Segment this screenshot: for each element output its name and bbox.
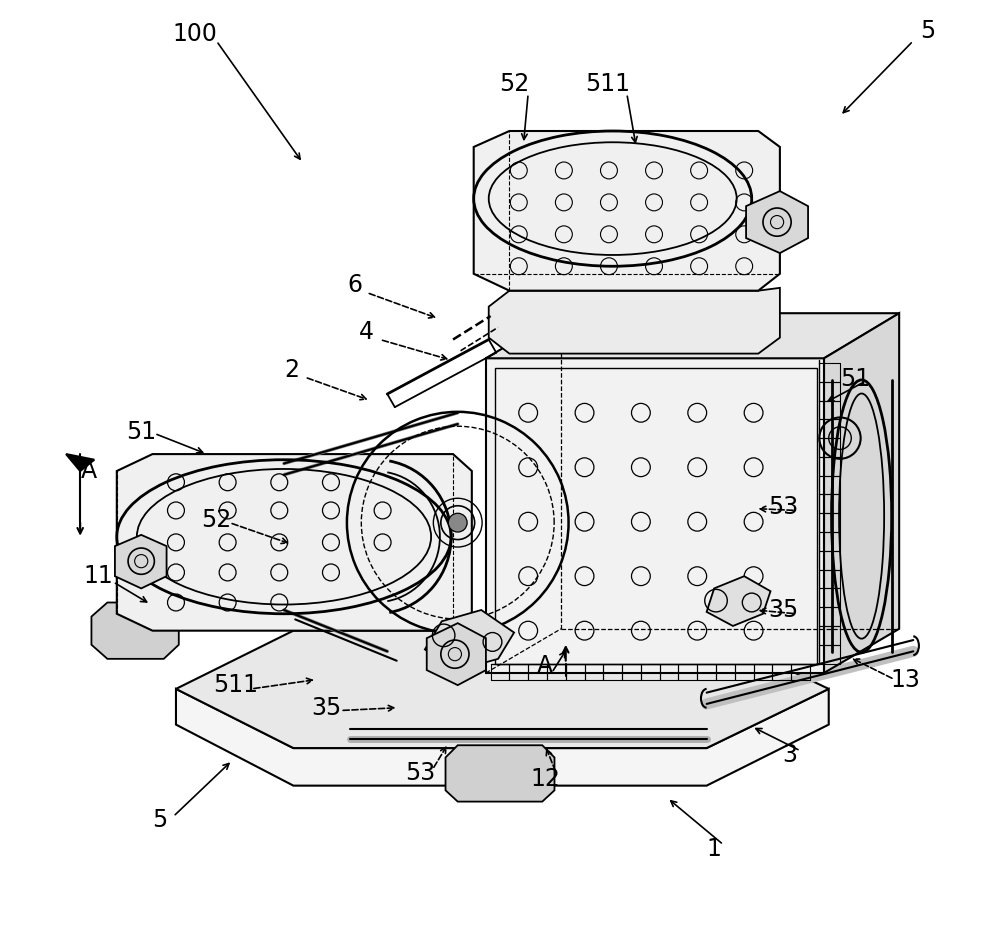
Polygon shape: [115, 535, 167, 589]
Polygon shape: [446, 745, 554, 802]
Polygon shape: [474, 131, 780, 291]
Polygon shape: [66, 454, 94, 471]
Polygon shape: [425, 610, 514, 670]
Text: 53: 53: [769, 495, 799, 519]
Text: 2: 2: [284, 358, 299, 382]
Text: 35: 35: [769, 598, 799, 622]
Text: 511: 511: [213, 674, 258, 697]
Text: A: A: [537, 655, 553, 678]
Polygon shape: [117, 454, 472, 630]
Text: 35: 35: [311, 696, 341, 720]
Text: 3: 3: [782, 742, 797, 767]
Text: 13: 13: [891, 668, 921, 691]
Polygon shape: [486, 358, 824, 673]
Circle shape: [448, 513, 467, 532]
Polygon shape: [824, 313, 899, 673]
Text: 51: 51: [126, 419, 156, 444]
Polygon shape: [91, 603, 179, 658]
Polygon shape: [176, 630, 829, 748]
Text: 53: 53: [405, 761, 435, 786]
Text: 511: 511: [586, 72, 631, 96]
Text: 5: 5: [152, 808, 168, 833]
Polygon shape: [486, 313, 899, 358]
Text: 52: 52: [499, 72, 529, 96]
Text: 5: 5: [920, 20, 935, 43]
Text: 12: 12: [530, 767, 560, 791]
Text: 52: 52: [201, 508, 231, 532]
Polygon shape: [746, 191, 808, 253]
Text: 100: 100: [172, 23, 217, 46]
Polygon shape: [707, 577, 770, 626]
Text: 1: 1: [707, 836, 722, 861]
Text: 6: 6: [347, 273, 362, 297]
Text: A: A: [81, 459, 97, 483]
Polygon shape: [176, 689, 829, 786]
Text: 11: 11: [83, 564, 113, 588]
Polygon shape: [489, 288, 780, 353]
Polygon shape: [427, 624, 486, 685]
Text: 51: 51: [840, 367, 870, 391]
Text: 4: 4: [359, 320, 374, 344]
